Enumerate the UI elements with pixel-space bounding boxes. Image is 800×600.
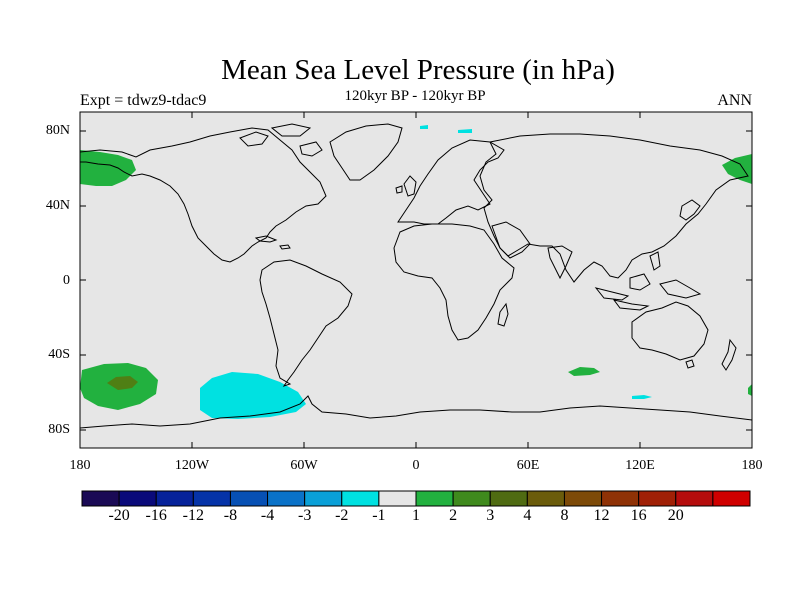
colorbar-swatch — [229, 490, 269, 507]
lon-tick-180w: 180 — [69, 458, 91, 473]
coast-japan — [679, 199, 701, 221]
map-subtitle: 120kyr BP - 120kyr BP — [344, 88, 486, 104]
coast-new-zealand — [721, 338, 737, 371]
coast-asia — [479, 133, 749, 283]
coast-caribbean — [254, 235, 291, 250]
lat-tick-80s: 80S — [48, 422, 70, 437]
colorbar-swatch — [118, 490, 157, 507]
anomaly-patch-south-pacific-core — [107, 376, 138, 390]
lon-tick-0: 0 — [412, 458, 420, 473]
colorbar-swatch — [192, 490, 231, 507]
lon-tick-180e: 180 — [741, 458, 763, 473]
lon-tick-60w: 60W — [290, 458, 318, 473]
colorbar-label: 8 — [560, 507, 569, 524]
colorbar-label: 16 — [630, 507, 647, 524]
colorbar-swatch — [675, 490, 714, 507]
coast-antarctica — [80, 395, 752, 429]
coast-madagascar — [497, 302, 509, 327]
colorbar-label: -4 — [260, 507, 275, 524]
coastlines — [80, 123, 752, 429]
colorbar-swatch — [452, 490, 491, 507]
coast-south-america — [259, 259, 353, 387]
colorbar-swatch — [155, 490, 194, 507]
lon-tick-120w: 120W — [174, 458, 210, 473]
axis-ticks — [80, 112, 752, 448]
colorbar-swatch — [81, 490, 120, 507]
anomaly-contours — [80, 125, 752, 419]
colorbar-label: 2 — [449, 507, 458, 524]
anomaly-patch-southern-ocean — [632, 395, 652, 399]
colorbar-swatch — [638, 490, 677, 507]
colorbar-swatch — [267, 490, 306, 507]
colorbar-label: -16 — [145, 507, 167, 524]
colorbar-label: -2 — [335, 507, 349, 524]
colorbar-label: 4 — [523, 507, 532, 524]
colorbar-swatch — [526, 490, 565, 507]
colorbar-swatch — [341, 490, 380, 507]
lat-tick-0: 0 — [63, 273, 70, 288]
colorbar-swatch — [563, 490, 603, 507]
anomaly-patch-indian-ocean — [568, 367, 600, 376]
colorbar-label: -1 — [372, 507, 386, 524]
colorbar-label: -20 — [108, 507, 130, 524]
colorbar-label: -8 — [223, 507, 238, 524]
colorbar-label: 1 — [412, 507, 420, 524]
anomaly-patch-arctic-a — [420, 125, 428, 129]
coast-arctic-islands — [239, 123, 323, 157]
colorbar-label: -3 — [297, 507, 312, 524]
colorbar-label: 20 — [667, 507, 684, 524]
colorbar-swatch — [415, 490, 454, 507]
coast-arabia — [491, 221, 531, 259]
lon-tick-120e: 120E — [625, 458, 655, 473]
anomaly-patch-north-pacific-west — [80, 150, 136, 186]
anomaly-patch-east-edge — [748, 384, 752, 396]
anomaly-patch-arctic-b — [458, 129, 472, 133]
colorbar-swatch — [304, 490, 343, 507]
lat-tick-40n: 40N — [45, 198, 70, 213]
lat-tick-80n: 80N — [45, 123, 70, 138]
map-background — [80, 112, 752, 448]
lon-tick-60e: 60E — [516, 458, 540, 473]
coast-maritime-asia — [594, 251, 702, 311]
map-title: Mean Sea Level Pressure (in hPa) — [221, 54, 615, 86]
colorbar-label: -12 — [182, 507, 204, 524]
colorbar-swatch — [378, 490, 417, 507]
colorbar-swatch — [601, 490, 640, 507]
coast-british-isles — [395, 175, 417, 197]
colorbar — [81, 490, 751, 507]
coast-north-america — [80, 127, 327, 263]
coast-australia — [631, 301, 709, 361]
colorbar-swatch — [712, 490, 751, 507]
experiment-label: Expt = tdwz9-tdac9 — [80, 92, 207, 109]
lat-tick-40s: 40S — [48, 347, 70, 362]
season-label: ANN — [717, 92, 752, 109]
colorbar-label: 12 — [593, 507, 610, 524]
colorbar-swatch — [489, 490, 528, 507]
coast-africa — [393, 223, 515, 341]
coast-greenland — [329, 123, 403, 181]
colorbar-label: 3 — [486, 507, 495, 524]
coast-india — [547, 245, 573, 280]
coast-tasmania — [685, 359, 695, 369]
anomaly-patch-southeast-pacific — [200, 372, 306, 419]
